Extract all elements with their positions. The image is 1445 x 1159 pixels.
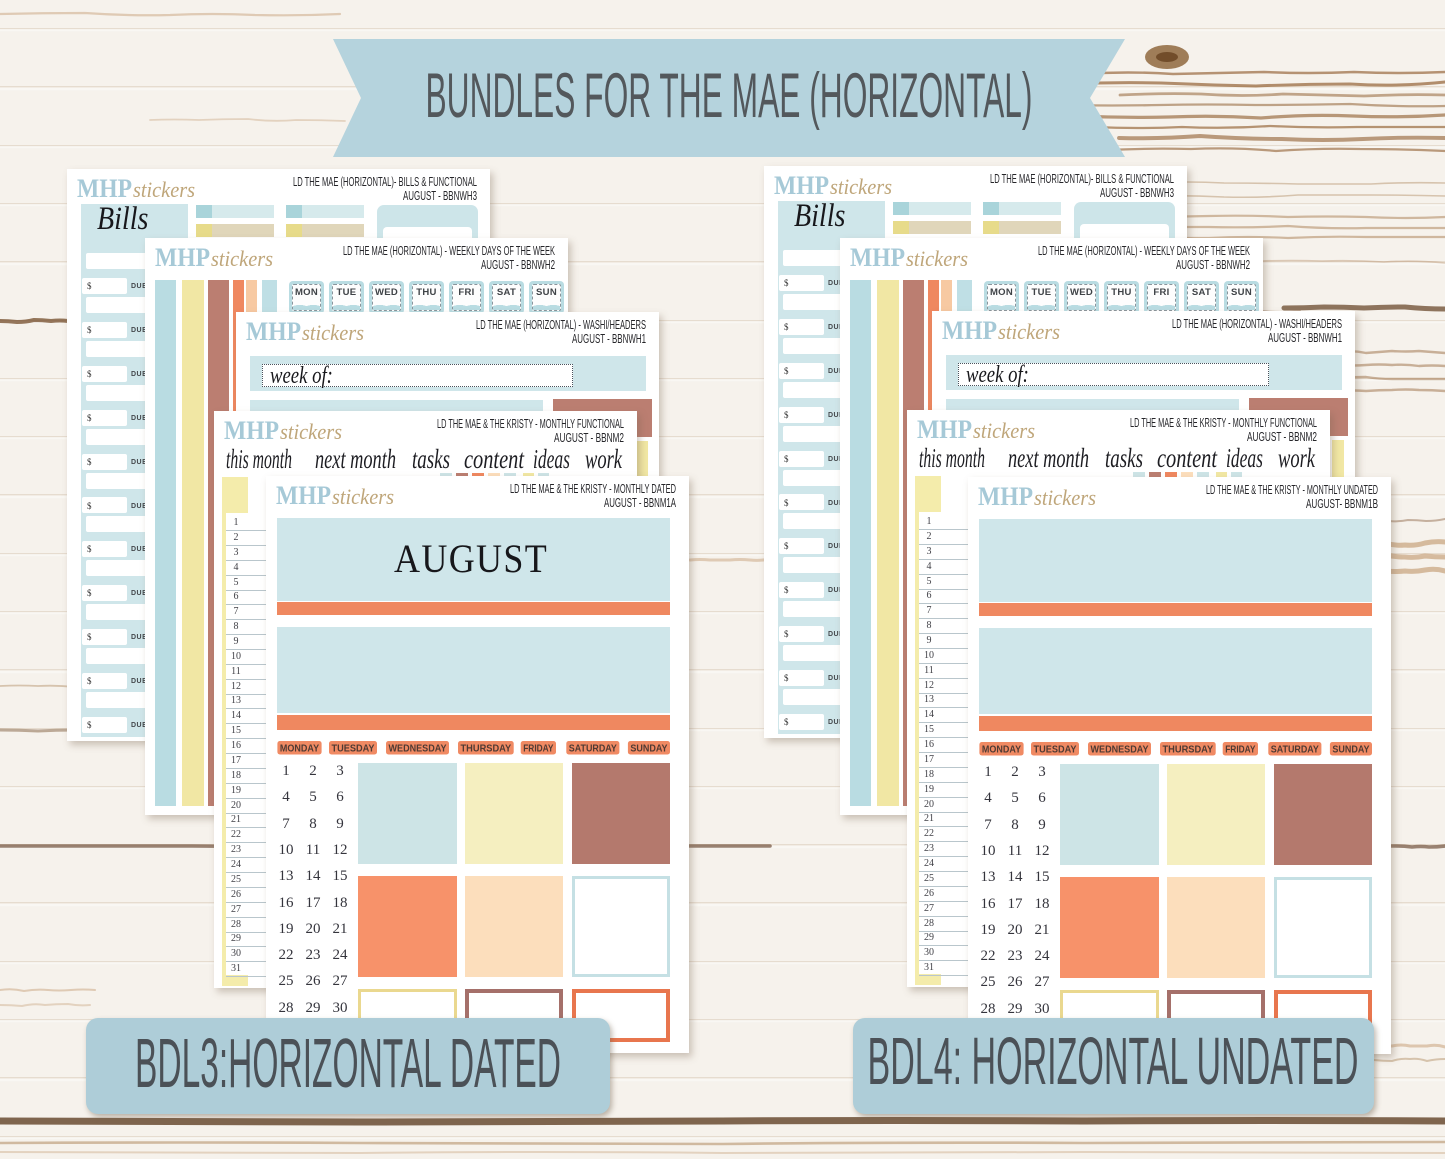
- svg-text:tasks: tasks: [1105, 446, 1143, 473]
- svg-text:MHP: MHP: [942, 318, 997, 345]
- svg-text:WEDNESDAY: WEDNESDAY: [389, 744, 447, 755]
- svg-text:THURSDAY: THURSDAY: [461, 744, 512, 755]
- svg-text:MHP: MHP: [276, 483, 331, 510]
- svg-text:AUGUST- BBNM1B: AUGUST- BBNM1B: [1306, 497, 1378, 511]
- svg-text:ideas: ideas: [1226, 446, 1263, 473]
- svg-text:MHP: MHP: [77, 176, 132, 203]
- svg-text:stickers: stickers: [998, 319, 1060, 344]
- svg-text:this month: this month: [919, 446, 985, 473]
- svg-text:LD THE MAE (HORIZONTAL)- BILLS: LD THE MAE (HORIZONTAL)- BILLS & FUNCTIO…: [293, 175, 477, 189]
- svg-text:FRIDAY: FRIDAY: [523, 744, 554, 755]
- svg-text:LD THE MAE (HORIZONTAL) - WEEK: LD THE MAE (HORIZONTAL) - WEEKLY DAYS OF…: [343, 244, 555, 258]
- svg-text:stickers: stickers: [280, 419, 342, 444]
- svg-text:SUNDAY: SUNDAY: [1332, 745, 1369, 756]
- svg-text:MONDAY: MONDAY: [280, 744, 319, 755]
- svg-text:stickers: stickers: [133, 177, 195, 202]
- svg-text:MHP: MHP: [850, 245, 905, 272]
- svg-text:AUGUST - BBNWH2: AUGUST - BBNWH2: [1176, 258, 1250, 272]
- svg-text:MONDAY: MONDAY: [982, 745, 1021, 756]
- svg-text:AUGUST - BBNM2: AUGUST - BBNM2: [554, 431, 624, 445]
- svg-text:LD THE MAE & THE KRISTY - MONT: LD THE MAE & THE KRISTY - MONTHLY FUNCTI…: [1130, 416, 1317, 430]
- svg-text:AUGUST - BBNWH3: AUGUST - BBNWH3: [1100, 186, 1174, 200]
- svg-text:content: content: [1157, 446, 1218, 473]
- svg-text:LD THE MAE (HORIZONTAL) - WASH: LD THE MAE (HORIZONTAL) - WASHI/HEADERS: [1172, 317, 1342, 331]
- svg-text:work: work: [585, 447, 623, 474]
- svg-text:stickers: stickers: [906, 246, 968, 271]
- svg-text:LD THE MAE (HORIZONTAL)- BILLS: LD THE MAE (HORIZONTAL)- BILLS & FUNCTIO…: [990, 172, 1174, 186]
- svg-text:LD THE MAE (HORIZONTAL) - WASH: LD THE MAE (HORIZONTAL) - WASHI/HEADERS: [476, 318, 646, 332]
- svg-text:BDL4: HORIZONTAL UNDATED: BDL4: HORIZONTAL UNDATED: [868, 1024, 1359, 1099]
- svg-text:TUESDAY: TUESDAY: [332, 744, 375, 755]
- svg-text:MHP: MHP: [774, 173, 829, 200]
- svg-text:AUGUST - BBNWH2: AUGUST - BBNWH2: [481, 258, 555, 272]
- svg-text:MHP: MHP: [224, 418, 279, 445]
- svg-text:AUGUST - BBNWH1: AUGUST - BBNWH1: [572, 332, 646, 346]
- svg-text:stickers: stickers: [332, 484, 394, 509]
- svg-text:stickers: stickers: [1034, 485, 1096, 510]
- svg-text:work: work: [1278, 446, 1316, 473]
- svg-text:THURSDAY: THURSDAY: [1163, 745, 1214, 756]
- svg-text:SUNDAY: SUNDAY: [630, 744, 667, 755]
- svg-text:BDL3:HORIZONTAL DATED: BDL3:HORIZONTAL DATED: [135, 1024, 561, 1102]
- svg-text:stickers: stickers: [830, 174, 892, 199]
- svg-text:SATURDAY: SATURDAY: [1271, 745, 1319, 756]
- svg-text:BUNDLES FOR THE MAE (HORIZONTA: BUNDLES FOR THE MAE (HORIZONTAL): [426, 61, 1033, 131]
- svg-text:next month: next month: [315, 447, 396, 474]
- svg-text:LD THE MAE & THE KRISTY - MONT: LD THE MAE & THE KRISTY - MONTHLY FUNCTI…: [437, 417, 624, 431]
- svg-text:MHP: MHP: [155, 245, 210, 272]
- svg-text:AUGUST - BBNM1A: AUGUST - BBNM1A: [604, 496, 676, 510]
- svg-text:LD THE MAE & THE KRISTY - MONT: LD THE MAE & THE KRISTY - MONTHLY UNDATE…: [1206, 483, 1378, 497]
- svg-text:ideas: ideas: [533, 447, 570, 474]
- svg-text:AUGUST - BBNM2: AUGUST - BBNM2: [1247, 430, 1317, 444]
- svg-text:next month: next month: [1008, 446, 1089, 473]
- svg-text:stickers: stickers: [302, 320, 364, 345]
- svg-text:MHP: MHP: [917, 417, 972, 444]
- svg-text:TUESDAY: TUESDAY: [1034, 745, 1077, 756]
- svg-text:MHP: MHP: [246, 319, 301, 346]
- svg-text:content: content: [464, 447, 525, 474]
- svg-text:AUGUST - BBNWH1: AUGUST - BBNWH1: [1268, 331, 1342, 345]
- svg-text:tasks: tasks: [412, 447, 450, 474]
- svg-text:WEDNESDAY: WEDNESDAY: [1091, 745, 1149, 756]
- svg-text:this month: this month: [226, 447, 292, 474]
- svg-text:AUGUST - BBNWH3: AUGUST - BBNWH3: [403, 189, 477, 203]
- svg-text:MHP: MHP: [978, 484, 1033, 511]
- svg-text:stickers: stickers: [211, 246, 273, 271]
- svg-text:stickers: stickers: [973, 418, 1035, 443]
- svg-text:LD THE MAE & THE KRISTY - MONT: LD THE MAE & THE KRISTY - MONTHLY DATED: [510, 482, 676, 496]
- svg-text:SATURDAY: SATURDAY: [569, 744, 617, 755]
- svg-text:LD THE MAE (HORIZONTAL) - WEEK: LD THE MAE (HORIZONTAL) - WEEKLY DAYS OF…: [1038, 244, 1250, 258]
- svg-text:FRIDAY: FRIDAY: [1225, 745, 1256, 756]
